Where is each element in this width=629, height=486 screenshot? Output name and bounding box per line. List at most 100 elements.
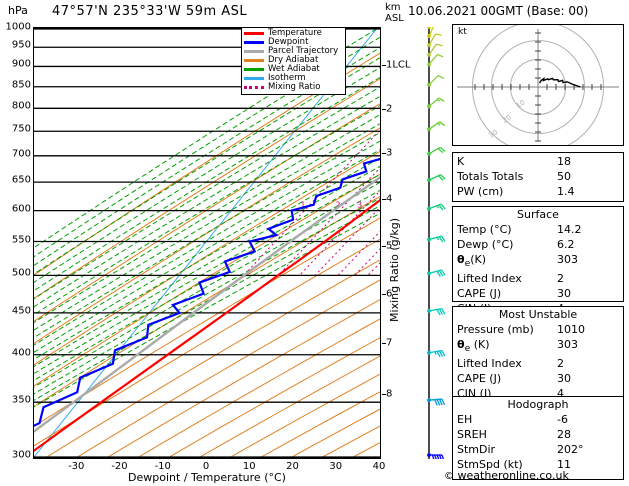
info-row-value: 303	[557, 338, 578, 351]
info-row-label: CAPE (J)	[457, 287, 502, 301]
info-row-value: 2	[557, 357, 564, 371]
pressure-tick-label: 750	[11, 123, 31, 135]
wind-barb	[427, 27, 431, 29]
chart-legend: Temperature Dewpoint Parcel Trajectory Dry …	[241, 27, 346, 95]
legend-item-label: Mixing Ratio	[268, 82, 321, 92]
wind-barb	[427, 203, 446, 211]
info-row-label: CAPE (J)	[457, 372, 502, 386]
station-location-title: 47°57'N 235°33'W 59m ASL	[52, 4, 248, 19]
legend-item-label: Isotherm	[268, 73, 306, 83]
hodograph-unit-label: kt	[457, 27, 468, 37]
pressure-tick-label: 900	[11, 58, 31, 70]
altitude-tick-label: 3	[386, 147, 393, 159]
altitude-tick	[382, 198, 386, 200]
wind-barb	[427, 53, 444, 67]
dewpoint-line	[34, 157, 380, 427]
copyright-text: weatheronline.co.uk	[457, 469, 569, 482]
info-row: Totals Totals 50	[453, 169, 623, 184]
pressure-tick-label: 300	[11, 449, 31, 461]
info-row: Pressure (mb) 1010	[453, 322, 623, 337]
hodograph-axes	[457, 29, 619, 141]
legend-item: Dry Adiabat	[244, 56, 343, 65]
info-row-label: Lifted Index	[457, 357, 522, 371]
info-row-label: Dewp (°C)	[457, 238, 514, 251]
info-row-value: 1010	[557, 323, 585, 336]
info-row-label: Lifted Index	[457, 272, 522, 286]
dry-adiabat-lines-group	[34, 52, 380, 457]
sounding-datetime-title: 10.06.2021 00GMT (Base: 00)	[408, 4, 589, 18]
wind-barb	[427, 349, 446, 358]
wind-barb	[427, 33, 442, 48]
pressure-tick-label: 700	[11, 148, 31, 160]
surface-panel-title: Surface	[517, 208, 559, 221]
isotherm-lines-group	[34, 29, 377, 457]
wind-barb	[427, 43, 443, 57]
pressure-tick-label: 800	[11, 100, 31, 112]
svg-text:10: 10	[515, 98, 527, 110]
info-row-value: 11	[557, 458, 571, 471]
legend-color-swatch	[244, 50, 264, 53]
legend-item: Temperature	[244, 29, 343, 38]
altitude-tick	[382, 108, 386, 110]
altitude-reference-label: ASL	[385, 13, 404, 24]
info-row-value: 30	[557, 287, 571, 301]
info-row: Temp (°C) 14.2	[453, 222, 623, 237]
pressure-tick-label: 400	[11, 347, 31, 359]
info-row-label: K	[457, 155, 465, 168]
hodograph-plot: 10 20 30 kt	[452, 24, 624, 146]
info-row: CAPE (J) 30	[453, 286, 623, 301]
pressure-tick-label: 450	[11, 305, 31, 317]
temperature-tick-label: 20	[286, 461, 299, 472]
altitude-tick-label: 7	[386, 337, 393, 349]
legend-item: Mixing Ratio	[244, 83, 343, 92]
surface-rows: Temp (°C) 14.2 Dewp (°C) 6.2 θe(K) 303 Lifted …	[453, 222, 623, 316]
legend-item-label: Temperature	[268, 28, 322, 38]
legend-item-label: Wet Adiabat	[268, 64, 320, 74]
temperature-tick-label: 10	[242, 461, 256, 472]
wind-barb	[427, 75, 445, 87]
info-row-label: EH	[457, 413, 473, 426]
info-row: StmDir 202°	[453, 442, 623, 457]
wind-barbs-group	[427, 27, 446, 459]
info-row-label: Temp (°C)	[457, 223, 512, 236]
hodograph-wind-trace	[538, 77, 581, 88]
hodograph-stats-title: Hodograph	[507, 398, 569, 411]
altitude-tick-label: 1LCL	[386, 59, 411, 71]
info-row: EH -6	[453, 412, 623, 427]
altitude-unit-label: km	[385, 2, 401, 13]
parcel-trajectory-line	[34, 175, 380, 433]
wind-barb	[427, 398, 446, 406]
svg-text:30: 30	[487, 128, 499, 140]
legend-color-swatch	[244, 32, 264, 35]
pressure-tick-label: 350	[11, 394, 31, 406]
altitude-tick	[382, 293, 386, 295]
legend-item-label: Dewpoint	[268, 37, 309, 47]
pressure-tick-label: 950	[11, 39, 31, 51]
info-row-value: 4	[557, 387, 564, 401]
legend-item: Parcel Trajectory	[244, 47, 343, 56]
info-row-value: 14.2	[557, 223, 582, 236]
temperature-tick-label: -20	[111, 461, 128, 472]
wind-barb	[427, 235, 446, 243]
temperature-tick-label: 30	[329, 461, 343, 472]
altitude-tick-label: 6	[386, 288, 393, 300]
isobar-lines-group	[34, 29, 380, 457]
legend-item: Isotherm	[244, 74, 343, 83]
temperature-axis-title: Dewpoint / Temperature (°C)	[128, 471, 286, 484]
info-row: θe(K) 303	[453, 252, 623, 271]
info-row-value: 18	[557, 155, 571, 168]
wind-barb	[427, 307, 446, 316]
wind-barb	[427, 27, 434, 38]
svg-text:20: 20	[501, 113, 513, 125]
altitude-tick	[382, 394, 386, 396]
temperature-tick-label: -30	[68, 461, 85, 472]
wind-barb	[427, 146, 446, 156]
info-row-value: 202°	[557, 443, 584, 456]
info-row-label: PW (cm)	[457, 185, 504, 198]
legend-color-swatch	[244, 68, 264, 71]
temperature-tick-label: 0	[202, 461, 210, 472]
info-row: StmSpd (kt) 11	[453, 457, 623, 472]
svg-text:2: 2	[335, 201, 340, 210]
